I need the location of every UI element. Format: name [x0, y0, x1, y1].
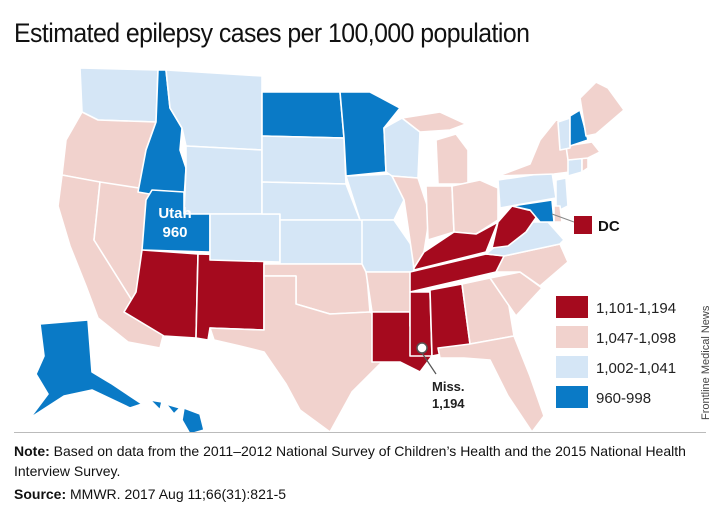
state-ME — [579, 81, 625, 137]
state-MD — [511, 199, 555, 223]
state-AK — [29, 319, 143, 419]
state-MS — [409, 291, 433, 357]
state-CT — [567, 157, 583, 177]
miss-leader-line — [421, 352, 437, 375]
miss-value: 1,194 — [432, 396, 465, 411]
state-MO — [361, 219, 415, 273]
note: Note: Based on data from the 2011–2012 N… — [14, 441, 704, 481]
state-HI — [149, 399, 205, 435]
legend-swatch-2 — [556, 356, 588, 378]
state-SC — [489, 271, 543, 317]
divider-top — [14, 432, 706, 433]
state-MA — [565, 141, 601, 161]
state-DE — [553, 205, 563, 223]
state-ND — [261, 91, 345, 139]
legend-label-2: 1,002-1,041 — [596, 360, 676, 377]
state-RI — [581, 157, 589, 173]
state-NM — [195, 253, 265, 341]
legend-label-3: 960-998 — [596, 390, 651, 407]
legend-swatch-3 — [556, 386, 588, 408]
state-KY — [413, 221, 499, 271]
legend-swatch-0 — [556, 296, 588, 318]
legend-swatch-1 — [556, 326, 588, 348]
state-NJ — [555, 177, 569, 213]
source: Source: MMWR. 2017 Aug 11;66(31):821-5 — [14, 486, 286, 502]
state-MI — [401, 111, 469, 185]
source-text: MMWR. 2017 Aug 11;66(31):821-5 — [66, 486, 287, 502]
dc-leader-line — [551, 213, 575, 223]
state-IN — [425, 185, 455, 241]
credit-text: Frontline Medical News — [700, 305, 712, 420]
note-label: Note: — [14, 443, 50, 459]
dc-label: DC — [598, 218, 620, 235]
state-KS — [279, 219, 365, 265]
chart-title: Estimated epilepsy cases per 100,000 pop… — [14, 18, 530, 48]
state-VT — [557, 117, 571, 151]
state-NH — [569, 109, 589, 147]
state-AR — [365, 271, 415, 313]
source-label: Source: — [14, 486, 67, 502]
miss-label: Miss. — [432, 379, 465, 394]
state-SD — [261, 135, 347, 185]
state-NE — [261, 181, 361, 221]
legend: 1,101-1,194 1,047-1,098 1,002-1,041 960-… — [556, 296, 676, 408]
miss-marker — [416, 342, 428, 354]
utah-label: Utah — [158, 205, 191, 222]
state-WY — [183, 145, 263, 215]
legend-label-0: 1,101-1,194 — [596, 300, 676, 317]
dc-swatch — [574, 216, 592, 234]
state-IA — [345, 173, 405, 221]
state-CO — [209, 213, 281, 263]
note-text: Based on data from the 2011–2012 Nationa… — [14, 443, 686, 479]
state-WA — [79, 67, 159, 123]
utah-value: 960 — [162, 224, 187, 241]
state-HI-group — [149, 399, 205, 435]
legend-label-1: 1,047-1,098 — [596, 330, 676, 347]
